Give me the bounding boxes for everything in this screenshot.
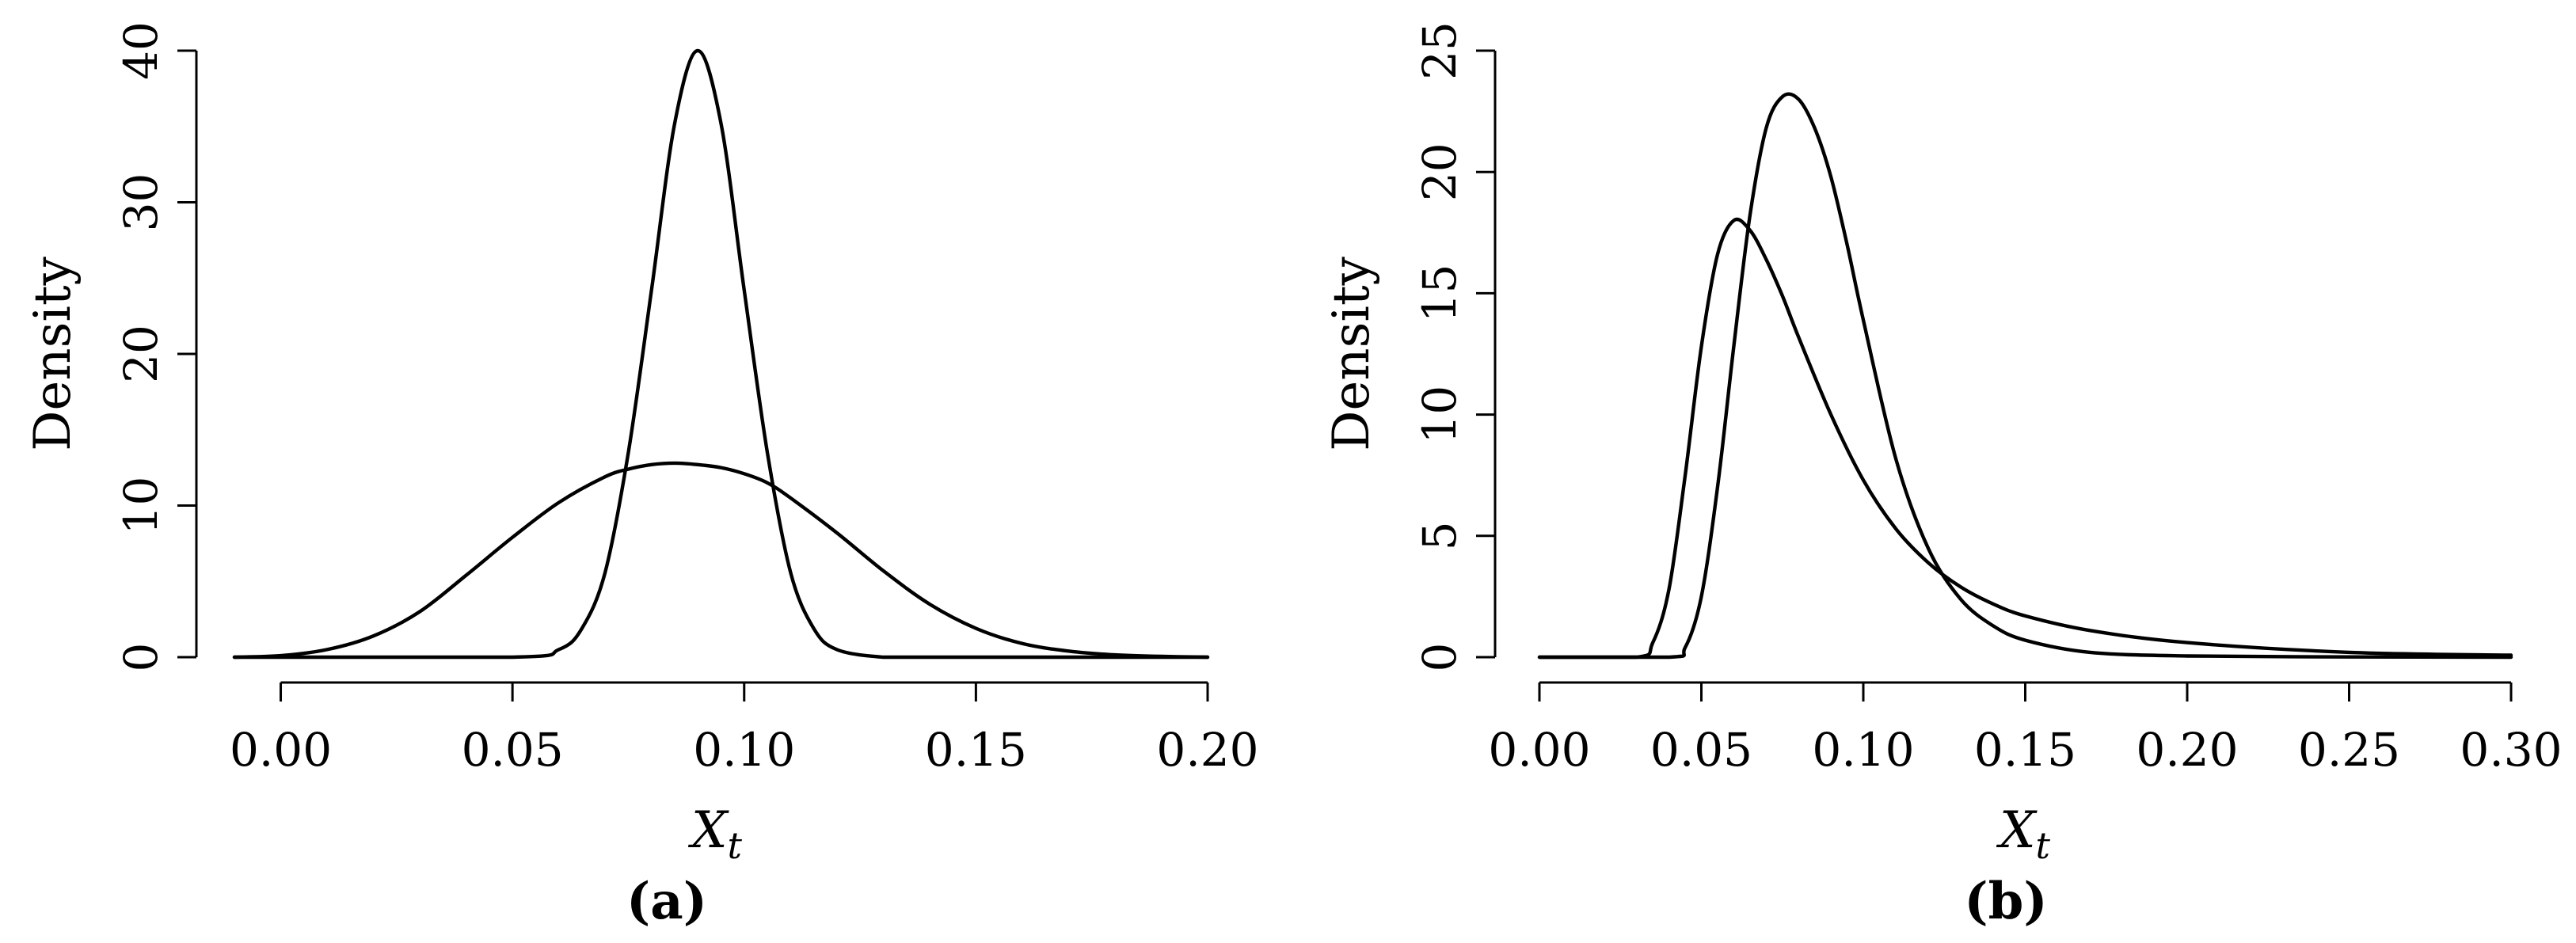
panel-a: 0.00 0.05 0.10 0.15 0.20010203040DensityXt(a… xyxy=(24,21,1259,931)
chart-1-y-tick-label: 0 xyxy=(114,643,168,672)
chart-2-x-tick-label: 0.30 xyxy=(2460,723,2562,777)
chart-1-x-axis-title-main: X xyxy=(687,801,729,860)
chart-2-x-tick-label: 0.00 xyxy=(1488,723,1590,777)
chart-2-series-1-line xyxy=(1537,217,2513,660)
chart-2-y-tick-label: 0 xyxy=(1413,643,1467,672)
chart-1-series-1-line xyxy=(232,461,1210,660)
chart-1-x-tick-label: 0.00 xyxy=(230,723,332,777)
chart-1-y-tick-label: 10 xyxy=(114,477,168,535)
chart-1-x-tick-label: 0.10 xyxy=(693,723,795,777)
panel-b: 0.00 0.05 0.10 0.15 0.20 0.25 0.30 0 5 10 15 20 25 De… xyxy=(1322,21,2563,931)
chart-1-y-tick-label: 40 xyxy=(114,21,168,80)
chart-1-y-tick-label: 30 xyxy=(114,173,168,232)
chart-2-x-axis-title-main: X xyxy=(1996,801,2038,860)
chart-2-x-axis-title-subscript: t xyxy=(2036,824,2051,867)
chart-2-y-tick-label: 25 xyxy=(1413,21,1467,80)
chart-2-x-tick-label: 0.05 xyxy=(1650,723,1752,777)
chart-1-x-tick-label: 0.20 xyxy=(1156,723,1258,777)
chart-2-y-tick-label: 10 xyxy=(1413,386,1467,444)
chart-2-x-tick-label: 0.10 xyxy=(1812,723,1914,777)
chart-2-y-tick-label: 15 xyxy=(1413,264,1467,322)
chart-2-y-tick-label: 5 xyxy=(1413,521,1467,550)
chart-1-series-2-line xyxy=(232,48,1210,660)
chart-2-x-tick-label: 0.25 xyxy=(2298,723,2400,777)
chart-1-x-tick-label: 0.05 xyxy=(462,723,564,777)
chart-2-panel-label: (b) xyxy=(1964,872,2047,931)
chart-1-panel-label: (a) xyxy=(626,872,707,931)
chart-2-x-tick-label: 0.20 xyxy=(2136,723,2238,777)
chart-1-x-axis-title: Xt xyxy=(687,801,743,867)
chart-1-x-axis-title-subscript: t xyxy=(728,824,743,867)
chart-2-y-tick-label: 20 xyxy=(1413,143,1467,201)
chart-2-y-axis-title: Density xyxy=(1322,257,1381,451)
chart-2-x-axis-title: Xt xyxy=(1996,801,2051,867)
chart-1-y-axis-title: Density xyxy=(24,257,82,451)
chart-2-series-2-line xyxy=(1537,92,2513,660)
chart-2-x-tick-label: 0.15 xyxy=(1974,723,2076,777)
chart-1-y-tick-label: 20 xyxy=(114,325,168,383)
chart-1-x-tick-label: 0.15 xyxy=(925,723,1027,777)
